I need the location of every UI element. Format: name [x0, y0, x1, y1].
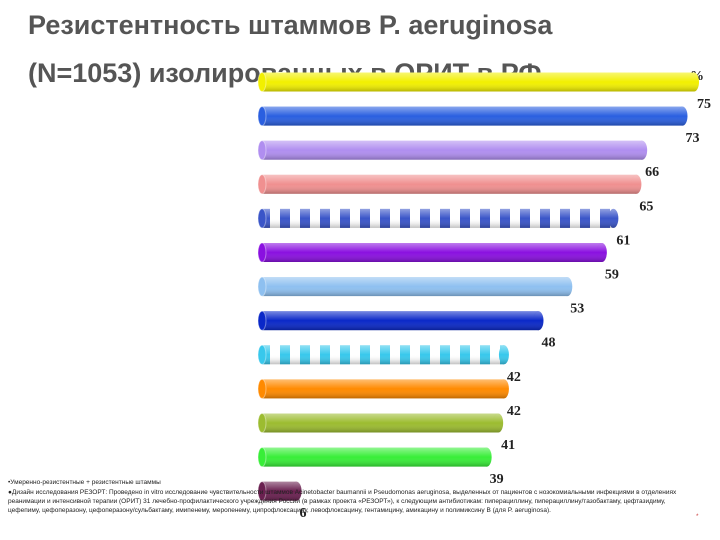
bar-shade	[262, 379, 504, 399]
bar-cap	[257, 276, 267, 297]
bar-shade	[262, 481, 297, 501]
value-label: 61	[616, 233, 630, 248]
bar-group	[257, 447, 492, 468]
bar-end-shade	[533, 311, 544, 331]
bar-group	[257, 378, 509, 399]
bar-group	[257, 413, 504, 433]
bar-group	[257, 242, 607, 263]
bar-group	[257, 140, 648, 161]
bar-cap	[257, 310, 267, 331]
footnote: ●Дизайн исследования РЕЗОРТ: Проведено i…	[8, 489, 677, 514]
bar-cap	[257, 72, 267, 92]
value-label: 48	[541, 336, 555, 351]
bar-group	[257, 310, 544, 331]
bar-cap	[257, 413, 267, 433]
chart-title: Резистентность штаммов P. aeruginosa	[28, 10, 553, 40]
bar-shade	[262, 345, 504, 365]
bar-end-shade	[637, 140, 648, 160]
bar-group	[257, 72, 699, 92]
value-label: 66	[645, 165, 659, 180]
bar-shade	[262, 140, 643, 160]
bar-end-shade	[481, 447, 492, 467]
value-label: 65	[639, 199, 653, 214]
bar-cap	[257, 447, 267, 468]
value-label: 75	[697, 97, 711, 112]
value-label: 42	[507, 370, 521, 385]
bar-cap	[257, 481, 267, 502]
value-label: 42	[507, 404, 521, 419]
bar-end-shade	[498, 379, 509, 399]
bar-shade	[262, 447, 487, 467]
bar-group	[257, 481, 302, 502]
value-label: 6	[300, 506, 307, 521]
bar-cap	[257, 174, 267, 195]
bar-end-shade	[498, 345, 509, 365]
value-label: 59	[605, 268, 619, 283]
bar-end-shade	[596, 243, 607, 262]
bar-cap	[257, 106, 267, 127]
bar-group	[257, 106, 688, 127]
bar-shade	[262, 174, 637, 194]
bar-cap	[257, 378, 267, 399]
bar-group	[257, 344, 509, 365]
bar-cap	[257, 344, 267, 365]
value-label: 53	[570, 302, 584, 317]
bar-shade	[262, 311, 539, 331]
bar-end-shade	[631, 174, 642, 194]
footnote-mark: *	[696, 513, 699, 520]
bar-group	[257, 276, 573, 297]
bar-end-shade	[608, 208, 619, 228]
bar-shade	[262, 72, 694, 92]
bar-end-shade	[493, 413, 504, 433]
bar-cap	[257, 242, 267, 263]
bar-end-shade	[689, 72, 699, 92]
bar-end-shade	[677, 106, 688, 126]
value-label: 39	[490, 472, 504, 487]
bar-shade	[262, 208, 614, 228]
bar-shade	[262, 106, 683, 126]
bar-shade	[262, 413, 499, 433]
bar-shade	[262, 243, 602, 262]
footnote: •Умеренно-резистентные + резистентные шт…	[8, 479, 161, 486]
bar-group	[257, 174, 642, 195]
bar-shade	[262, 277, 568, 297]
value-label: 41	[501, 438, 515, 453]
bar-end-shade	[291, 481, 302, 501]
bar-cap	[257, 140, 267, 161]
bar-cap	[257, 208, 267, 229]
bar-group	[257, 208, 619, 229]
value-label: 73	[685, 131, 699, 146]
bar-end-shade	[562, 277, 573, 297]
